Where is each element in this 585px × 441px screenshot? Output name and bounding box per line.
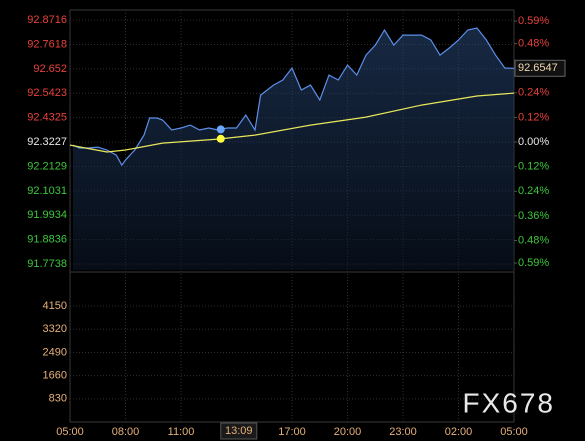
y2-tick-label: 0.48% bbox=[518, 38, 549, 50]
y-tick-label: 92.1031 bbox=[27, 185, 67, 197]
x-tick-label: 20:00 bbox=[334, 426, 362, 438]
x-tick-label: 11:00 bbox=[168, 426, 195, 438]
y-tick-label: 91.8836 bbox=[27, 234, 67, 246]
y2-tick-label: 0.59% bbox=[518, 15, 549, 27]
x-tick-label: 02:00 bbox=[445, 426, 473, 438]
volume-tick-label: 1660 bbox=[43, 370, 67, 382]
y-tick-label: 92.2129 bbox=[27, 160, 67, 172]
y-tick-label: 92.5423 bbox=[27, 87, 67, 99]
cursor-dot bbox=[216, 125, 225, 134]
y2-tick-label: 0.00% bbox=[518, 136, 549, 148]
last-price-label: 92.6547 bbox=[518, 62, 558, 74]
cursor-label: 13:09 bbox=[225, 425, 253, 437]
x-tick-label: 05:00 bbox=[56, 426, 84, 438]
x-tick-label: 05:00 bbox=[500, 426, 528, 438]
watermark: FX678 bbox=[463, 387, 556, 418]
y2-tick-label: 0.59% bbox=[518, 257, 549, 269]
cursor-box bbox=[220, 422, 258, 440]
y2-tick-label: 0.36% bbox=[518, 210, 549, 222]
y2-tick-label: 0.48% bbox=[518, 234, 549, 246]
x-tick-label: 08:00 bbox=[112, 426, 140, 438]
price-area bbox=[72, 28, 515, 270]
y-tick-label: 92.4325 bbox=[27, 112, 67, 124]
y-tick-label: 92.652 bbox=[33, 63, 67, 75]
series-line bbox=[69, 92, 515, 153]
y2-tick-label: 0.12% bbox=[518, 161, 549, 173]
last-price-box bbox=[514, 59, 566, 77]
x-tick-label: 23:00 bbox=[389, 426, 417, 438]
cursor-dot bbox=[216, 134, 225, 143]
y-tick-label: 91.7738 bbox=[27, 258, 67, 270]
y2-tick-label: 0.24% bbox=[518, 185, 549, 197]
volume-tick-label: 2490 bbox=[43, 346, 67, 358]
y2-tick-label: 0.12% bbox=[518, 111, 549, 123]
y-tick-label: 92.7618 bbox=[27, 38, 67, 50]
y-tick-label: 91.9934 bbox=[27, 209, 67, 221]
volume-tick-label: 830 bbox=[49, 393, 67, 405]
x-tick-label: 17:00 bbox=[278, 426, 306, 438]
volume-tick-label: 3320 bbox=[43, 323, 67, 335]
y-tick-label: 92.8716 bbox=[27, 14, 67, 26]
y-tick-label: 92.3227 bbox=[27, 136, 67, 148]
y2-tick-label: 0.24% bbox=[518, 87, 549, 99]
series-line bbox=[72, 27, 515, 167]
volume-tick-label: 4150 bbox=[43, 300, 67, 312]
